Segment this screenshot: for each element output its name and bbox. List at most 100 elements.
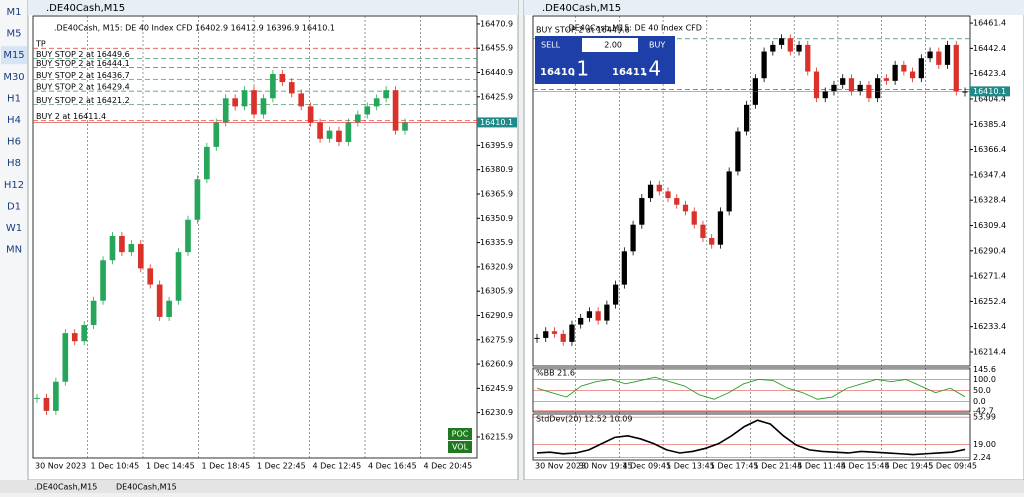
candle (222, 98, 229, 123)
x-tick-label: 30 Nov 19:45 (579, 462, 633, 471)
ask-price-digits[interactable]: .4 (642, 57, 661, 81)
candle (647, 184, 654, 199)
candle (936, 51, 942, 65)
window-title: .DE40Cash,M15 (46, 3, 125, 14)
y-tick-label: 16271.4 (973, 272, 1006, 281)
timeframe-button[interactable]: H12 (4, 180, 24, 191)
panel-tick-label: 145.6 (973, 365, 996, 374)
candle (604, 304, 610, 321)
candle (298, 93, 305, 107)
candle (787, 38, 793, 52)
indicator-button-label[interactable]: VOL (452, 443, 469, 452)
tab[interactable]: .DE40Cash,M15 (34, 483, 97, 492)
candle (551, 331, 558, 334)
order-label: BUY STOP 2 at 16449.6 (36, 50, 130, 59)
candle (875, 78, 881, 99)
y-tick-label: 16425.9 (480, 92, 513, 101)
y-tick-label: 16461.4 (973, 19, 1006, 28)
bid-price[interactable]: 16410 (540, 67, 575, 78)
candle (364, 106, 371, 115)
candle (543, 331, 549, 338)
candle (402, 122, 408, 131)
y-tick-label: 16214.4 (973, 348, 1006, 357)
x-tick-label: 1 Dec 10:45 (91, 462, 140, 471)
candle (194, 179, 201, 220)
bid-price-digits[interactable]: .1 (570, 57, 589, 81)
x-tick-label: 4 Dec 20:45 (424, 462, 473, 471)
indicator-line (536, 376, 966, 400)
title-bar (28, 0, 518, 15)
candle (288, 82, 295, 94)
chart-info: .DE40Cash, M15: DE 40 Index CFD 16402.9 … (54, 24, 335, 33)
candle (848, 78, 855, 92)
candle (639, 198, 645, 225)
candle (345, 122, 352, 143)
order-label: TP (35, 40, 46, 49)
x-tick-label: 4 Dec 11:45 (797, 462, 846, 471)
y-tick-label: 16275.9 (480, 335, 513, 344)
indicator-button-label[interactable]: POC (452, 430, 469, 439)
timeframe-button[interactable]: MN (6, 245, 22, 256)
candle (944, 44, 951, 65)
candle (534, 337, 540, 339)
panel-tick-label: 53.99 (973, 413, 996, 422)
ask-price[interactable]: 16411 (612, 67, 647, 78)
timeframe-button[interactable]: M15 (3, 50, 24, 61)
tab[interactable]: DE40Cash,M15 (116, 483, 177, 492)
panel-tick-label: -42.7 (973, 406, 994, 415)
tab-bar (0, 480, 1024, 493)
panel-tick-label: 19.00 (973, 440, 996, 449)
panel-frame (532, 367, 971, 413)
candle (373, 98, 380, 107)
x-tick-label: 1 Dec 13:45 (666, 462, 715, 471)
timeframe-button[interactable]: H8 (7, 158, 21, 169)
timeframe-button[interactable]: W1 (6, 223, 22, 234)
candle (700, 224, 706, 239)
volume[interactable]: 2.00 (604, 41, 622, 50)
panel-tick-label: 2.24 (973, 453, 991, 462)
sidebar (0, 0, 28, 480)
timeframe-button[interactable]: H4 (7, 115, 21, 126)
sell-button[interactable]: SELL (541, 41, 561, 50)
x-tick-label: 4 Dec 19:45 (885, 462, 934, 471)
y-tick-label: 16290.4 (973, 246, 1006, 255)
panel-name: %BB 21.6 (536, 369, 575, 378)
candle (901, 64, 907, 72)
y-tick-label: 16245.9 (480, 384, 513, 393)
y-tick-label: 16309.4 (973, 221, 1006, 230)
timeframe-button[interactable]: M5 (7, 29, 22, 40)
candle (62, 333, 69, 382)
panel-name: StdDev(20) 12.52 10.09 (536, 415, 632, 424)
candle (962, 91, 968, 93)
candle (109, 235, 116, 261)
candle (81, 325, 88, 342)
candle (336, 130, 342, 143)
timeframe-button[interactable]: M1 (7, 7, 22, 18)
candle (317, 122, 323, 139)
x-tick-label: 1 Dec 09:45 (622, 462, 671, 471)
candle (147, 268, 154, 285)
candle (735, 131, 741, 172)
y-tick-label: 16365.9 (480, 189, 513, 198)
x-tick-label: 4 Dec 16:45 (368, 462, 417, 471)
timeframe-button[interactable]: D1 (7, 201, 21, 212)
candle (796, 44, 802, 52)
timeframe-button[interactable]: M30 (3, 72, 24, 83)
panel-frame (532, 413, 971, 461)
candle (578, 317, 584, 325)
indicator-button[interactable] (448, 441, 472, 453)
timeframe-button[interactable]: H1 (7, 93, 21, 104)
x-tick-label: 5 Dec 09:45 (928, 462, 977, 471)
candle (251, 90, 257, 115)
indicator-button[interactable] (448, 428, 472, 440)
chart-frame (32, 15, 478, 459)
candle (813, 71, 820, 99)
candle (805, 44, 811, 72)
candle (137, 244, 144, 269)
timeframe-button[interactable]: H6 (7, 137, 21, 148)
volume-input[interactable] (582, 38, 638, 52)
order-label: BUY STOP 2 at 16449.6 (536, 26, 630, 35)
buy-button[interactable]: BUY (649, 41, 665, 50)
